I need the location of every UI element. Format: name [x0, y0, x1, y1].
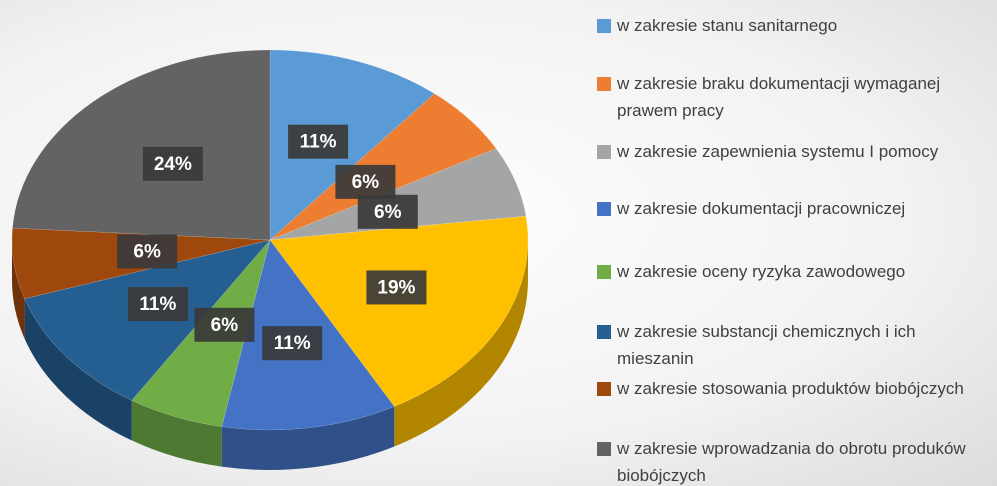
data-label-box	[357, 194, 418, 229]
data-label: 6%	[374, 202, 402, 223]
slice-side	[24, 298, 132, 441]
legend-label: w zakresie oceny ryzyka zawodowego	[617, 262, 906, 281]
legend-swatch	[597, 19, 611, 33]
legend-item: w zakresie stosowania produktów biobójcz…	[597, 375, 987, 402]
legend-label: w zakresie braku dokumentacji wymaganej …	[617, 74, 941, 120]
legend-item: w zakresie substancji chemicznych i ich …	[597, 318, 987, 372]
data-label-box	[366, 270, 427, 305]
legend-swatch	[597, 145, 611, 159]
legend-swatch	[597, 265, 611, 279]
slice	[269, 215, 529, 407]
pie-tops	[11, 49, 529, 431]
legend-label: w zakresie substancji chemicznych i ich …	[617, 322, 916, 368]
legend-item: w zakresie oceny ryzyka zawodowego	[597, 258, 987, 285]
pie-sides	[12, 240, 528, 470]
data-label-box	[194, 307, 255, 342]
slice	[12, 49, 271, 241]
data-label-box	[262, 326, 323, 361]
legend-item: w zakresie wprowadzania do obrotu produk…	[597, 435, 987, 486]
data-label: 24%	[154, 154, 192, 175]
legend-label: w zakresie dokumentacji pracowniczej	[617, 199, 906, 218]
legend-swatch	[597, 77, 611, 91]
slice	[269, 49, 435, 241]
legend-label: w zakresie stosowania produktów biobójcz…	[617, 379, 964, 398]
data-label: 11%	[139, 294, 176, 315]
legend-label: w zakresie zapewnienia systemu I pomocy	[617, 142, 939, 161]
legend-item: w zakresie dokumentacji pracowniczej	[597, 195, 987, 222]
data-label: 6%	[133, 241, 161, 262]
data-label-box	[117, 234, 178, 269]
data-label-box	[127, 287, 188, 322]
data-label: 19%	[377, 277, 415, 298]
legend-swatch	[597, 382, 611, 396]
slice-side	[221, 406, 395, 470]
legend-item: w zakresie zapewnienia systemu I pomocy	[597, 138, 987, 165]
slice-side	[131, 400, 222, 467]
legend-item: w zakresie stanu sanitarnego	[597, 12, 987, 39]
legend-swatch	[597, 202, 611, 216]
data-label-box	[335, 164, 396, 199]
pie-chart: 11% 6% 6% 19% 11% 6% 11% 6% 24%	[11, 49, 529, 470]
slice	[269, 148, 527, 241]
slice-side	[394, 240, 528, 447]
data-label: 6%	[352, 172, 380, 193]
data-label-box	[288, 124, 349, 159]
legend-label: w zakresie stanu sanitarnego	[617, 16, 838, 35]
legend-label: w zakresie wprowadzania do obrotu produk…	[617, 439, 966, 485]
legend-swatch	[597, 442, 611, 456]
legend-item: w zakresie braku dokumentacji wymaganej …	[597, 70, 987, 124]
data-label: 11%	[300, 132, 337, 153]
slice-side	[12, 240, 25, 339]
data-label-box	[142, 146, 203, 181]
legend-swatch	[597, 325, 611, 339]
data-label: 11%	[274, 333, 311, 354]
data-label: 6%	[211, 315, 239, 336]
